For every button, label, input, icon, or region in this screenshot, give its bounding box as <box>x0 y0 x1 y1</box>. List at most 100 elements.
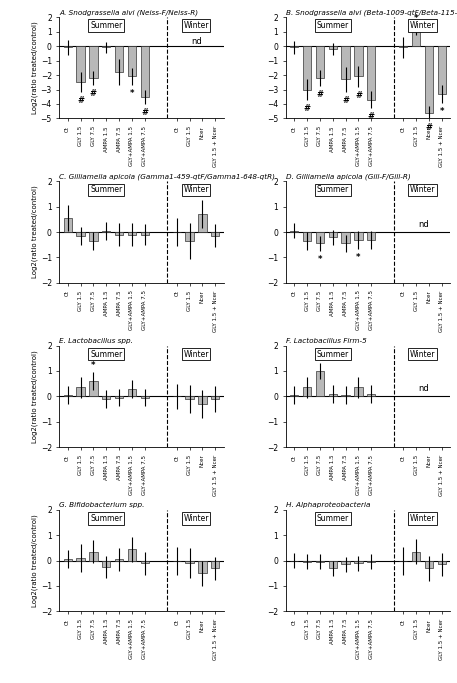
Bar <box>341 232 350 243</box>
Bar <box>303 46 311 89</box>
Bar <box>290 231 298 232</box>
Text: #: # <box>425 123 432 133</box>
Bar <box>316 561 324 562</box>
Bar <box>290 46 298 48</box>
Y-axis label: Log2(ratio treated/control): Log2(ratio treated/control) <box>32 350 38 443</box>
Bar <box>102 46 111 48</box>
Bar <box>89 46 97 78</box>
Bar <box>329 561 337 568</box>
Bar <box>76 387 85 396</box>
Text: nd: nd <box>191 37 202 46</box>
Text: F. Lactobacillus Firm-5: F. Lactobacillus Firm-5 <box>286 338 367 344</box>
Bar <box>438 46 446 94</box>
Bar <box>412 30 420 46</box>
Bar <box>303 561 311 562</box>
Bar <box>128 232 136 234</box>
Text: *: * <box>91 361 96 370</box>
Bar <box>64 395 72 396</box>
Bar <box>329 394 337 396</box>
Bar <box>76 558 85 561</box>
Text: Winter: Winter <box>410 21 436 30</box>
Text: #: # <box>141 108 148 117</box>
Bar <box>186 232 194 241</box>
Text: #: # <box>355 91 362 100</box>
Text: *: * <box>414 14 419 23</box>
Bar <box>76 46 85 82</box>
Bar <box>367 561 376 562</box>
Bar <box>115 46 123 72</box>
Bar <box>64 218 72 232</box>
Bar <box>425 46 433 113</box>
Text: B. Snodgrassella alvi (Beta-1009-qtF/Beta-115-qtR): B. Snodgrassella alvi (Beta-1009-qtF/Bet… <box>286 9 457 16</box>
Bar <box>128 549 136 561</box>
Bar <box>290 395 298 396</box>
Bar <box>329 232 337 237</box>
Text: #: # <box>368 113 375 122</box>
Bar <box>341 561 350 564</box>
Text: Winter: Winter <box>410 185 436 195</box>
Text: Summer: Summer <box>317 514 349 523</box>
Bar <box>316 232 324 243</box>
Bar <box>303 387 311 396</box>
Bar <box>367 394 376 396</box>
Text: C. Gilliamella apicola (Gamma1-459-qtF/Gamma1-648-qtR): C. Gilliamella apicola (Gamma1-459-qtF/G… <box>59 173 276 180</box>
Bar <box>316 371 324 396</box>
Text: Summer: Summer <box>90 185 122 195</box>
Bar <box>438 561 446 564</box>
Bar <box>115 232 123 234</box>
Bar <box>303 232 311 241</box>
Bar <box>115 396 123 398</box>
Bar <box>141 46 149 97</box>
Bar <box>367 46 376 100</box>
Bar <box>211 232 219 236</box>
Bar <box>89 552 97 561</box>
Text: Summer: Summer <box>90 514 122 523</box>
Bar <box>329 46 337 49</box>
Text: Winter: Winter <box>410 350 436 359</box>
Bar <box>89 232 97 241</box>
Text: Summer: Summer <box>317 350 349 359</box>
Bar <box>316 46 324 78</box>
Text: #: # <box>342 96 349 104</box>
Bar <box>186 396 194 399</box>
Text: #: # <box>90 89 97 98</box>
Bar <box>412 552 420 561</box>
Bar <box>354 46 362 76</box>
Bar <box>115 559 123 561</box>
Bar <box>198 214 207 232</box>
Text: Summer: Summer <box>317 21 349 30</box>
Text: Winter: Winter <box>183 350 209 359</box>
Bar <box>198 396 207 404</box>
Text: nd: nd <box>418 385 429 393</box>
Bar <box>128 46 136 76</box>
Text: Summer: Summer <box>90 21 122 30</box>
Bar <box>89 381 97 396</box>
Y-axis label: Log2(ratio treated/control): Log2(ratio treated/control) <box>31 21 38 114</box>
Bar <box>341 395 350 396</box>
Text: Winter: Winter <box>183 21 209 30</box>
Text: *: * <box>440 107 444 115</box>
Text: E. Lactobacillus spp.: E. Lactobacillus spp. <box>59 337 133 344</box>
Text: D. Gilliamella apicola (Gill-F/Gill-R): D. Gilliamella apicola (Gill-F/Gill-R) <box>286 173 411 180</box>
Text: Summer: Summer <box>90 350 122 359</box>
Bar <box>64 559 72 561</box>
Bar <box>64 46 72 48</box>
Bar <box>341 46 350 79</box>
Bar <box>354 561 362 563</box>
Text: A. Snodgrassella alvi (Neiss-F/Neiss-R): A. Snodgrassella alvi (Neiss-F/Neiss-R) <box>59 10 198 16</box>
Bar <box>399 46 408 48</box>
Text: *: * <box>356 253 361 262</box>
Bar <box>128 389 136 396</box>
Bar <box>102 231 111 232</box>
Bar <box>425 561 433 568</box>
Bar <box>211 396 219 399</box>
Text: Winter: Winter <box>410 514 436 523</box>
Text: Winter: Winter <box>183 185 209 195</box>
Text: Winter: Winter <box>183 514 209 523</box>
Text: #: # <box>77 96 84 105</box>
Text: #: # <box>303 104 311 113</box>
Bar <box>141 561 149 563</box>
Y-axis label: Log2(ratio treated/control): Log2(ratio treated/control) <box>32 514 38 607</box>
Text: nd: nd <box>418 220 429 229</box>
Bar <box>76 232 85 236</box>
